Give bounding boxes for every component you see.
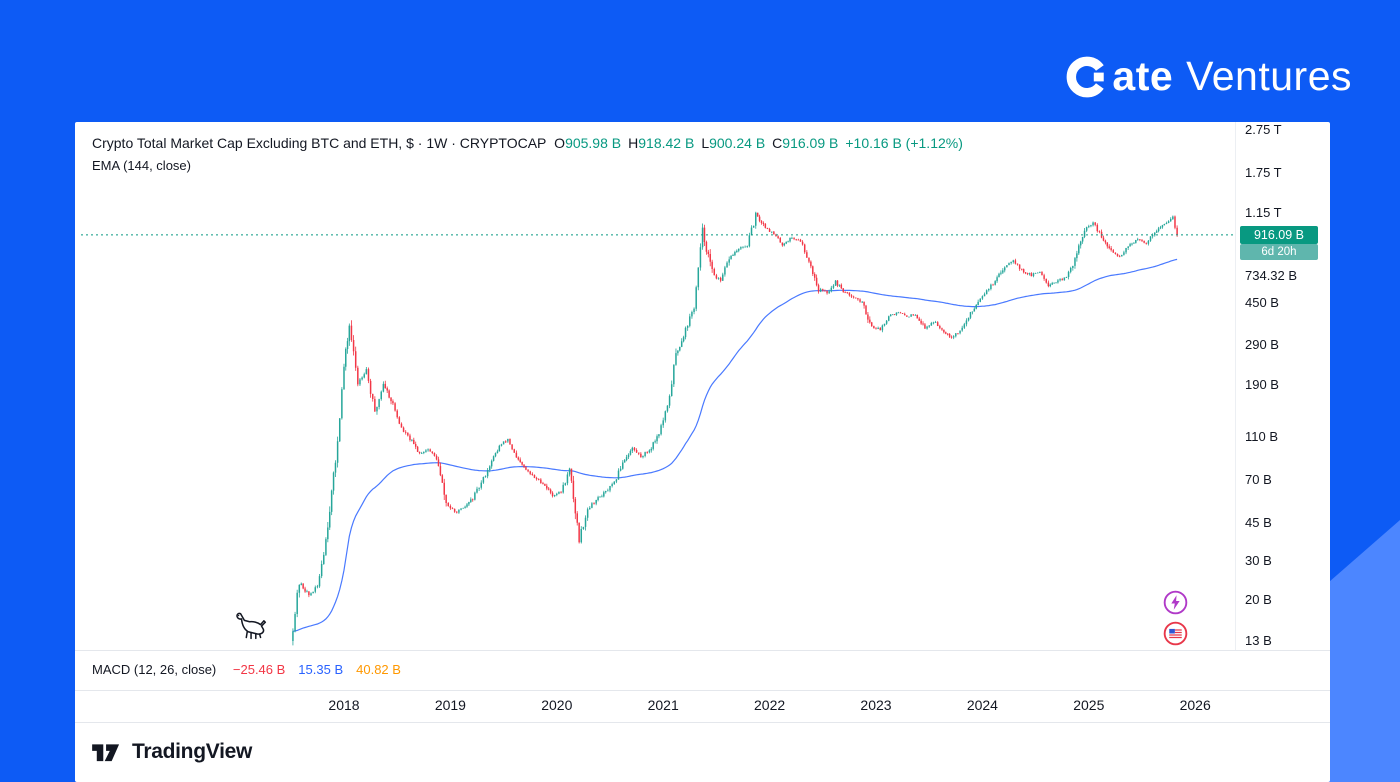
chart-legend: Crypto Total Market Cap Excluding BTC an… — [92, 135, 963, 173]
y-axis-label: 1.15 T — [1245, 205, 1282, 221]
x-axis-label: 2019 — [434, 697, 466, 713]
chart-canvas[interactable] — [75, 122, 1235, 650]
symbol-title[interactable]: Crypto Total Market Cap Excluding BTC an… — [92, 135, 547, 151]
x-axis-label: 2018 — [328, 697, 360, 713]
macd-pane-legend: MACD (12, 26, close) −25.46 B 15.35 B 40.8… — [75, 650, 1330, 690]
macd-value: 40.82 B — [356, 662, 401, 677]
last-price-badge: 916.09 B — [1240, 225, 1318, 244]
footer-separator — [75, 722, 1330, 723]
macd-value: 15.35 B — [298, 662, 344, 677]
dinosaur-doodle — [233, 608, 271, 650]
macd-value: −25.46 B — [232, 662, 286, 677]
tradingview-wordmark[interactable]: TradingView — [132, 740, 253, 763]
y-axis-label: 734.32 B — [1245, 267, 1298, 283]
event-lightning-icon[interactable] — [1163, 590, 1188, 615]
y-axis-label: 290 B — [1245, 336, 1279, 352]
x-axis-label: 2020 — [541, 697, 573, 713]
brand-suffix: Ventures — [1186, 53, 1352, 99]
y-axis-label: 45 B — [1245, 514, 1272, 530]
time-axis-separator-top — [75, 690, 1330, 691]
y-axis-label: 13 B — [1245, 633, 1272, 649]
macd-values: −25.46 B 15.35 B 40.82 B — [220, 662, 401, 677]
macd-indicator-label[interactable]: MACD (12, 26, close) — [92, 662, 217, 677]
x-axis-label: 2022 — [754, 697, 786, 713]
ohlc-C: C916.09 B — [772, 135, 839, 151]
ohlc-O: O905.98 B — [554, 135, 622, 151]
time-axis[interactable]: 2018 2019 2020 2021 2022 2023 2024 2025 2026 — [75, 690, 1330, 722]
x-axis-label: 2023 — [860, 697, 892, 713]
y-axis-label: 110 B — [1245, 429, 1279, 445]
x-axis-label: 2025 — [1073, 697, 1105, 713]
ohlc-H: H918.42 B — [628, 135, 695, 151]
y-axis-label: 30 B — [1245, 553, 1272, 569]
gate-ventures-logo: ate Ventures — [1064, 53, 1352, 100]
ema-indicator-label[interactable]: EMA (144, close) — [92, 158, 191, 173]
pane-separator[interactable] — [75, 650, 1330, 651]
bar-countdown-badge: 6d 20h — [1240, 243, 1318, 260]
ohlc-L: L900.24 B — [701, 135, 766, 151]
y-axis-label: 70 B — [1245, 472, 1272, 488]
x-axis-label: 2026 — [1179, 697, 1211, 713]
legend-row-symbol[interactable]: Crypto Total Market Cap Excluding BTC an… — [92, 135, 963, 151]
x-axis-label: 2024 — [966, 697, 998, 713]
tradingview-logo-icon[interactable] — [90, 737, 124, 768]
y-axis-label: 2.75 T — [1245, 122, 1282, 137]
chart-footer: TradingView — [75, 722, 1330, 782]
y-axis-label: 1.75 T — [1245, 165, 1282, 181]
x-axis-label: 2021 — [647, 697, 679, 713]
chart-card: Crypto Total Market Cap Excluding BTC an… — [75, 122, 1330, 782]
y-axis-label: 190 B — [1245, 377, 1279, 393]
y-axis-label: 450 B — [1245, 294, 1279, 310]
y-axis-label: 20 B — [1245, 591, 1272, 607]
brand-word: ate — [1112, 53, 1174, 99]
gate-logo-icon — [1064, 54, 1110, 100]
change-value: +10.16 B (+1.12%) — [845, 135, 963, 151]
price-pane[interactable]: Crypto Total Market Cap Excluding BTC an… — [75, 122, 1330, 650]
event-flag-icon[interactable] — [1163, 621, 1188, 646]
ohlc-values: O905.98 B H918.42 B L900.24 B C916.09 B — [554, 135, 845, 151]
price-axis[interactable]: 916.09 B 6d 20h 2.75 T 1.75 T 1.15 T 734.32… — [1235, 122, 1330, 650]
